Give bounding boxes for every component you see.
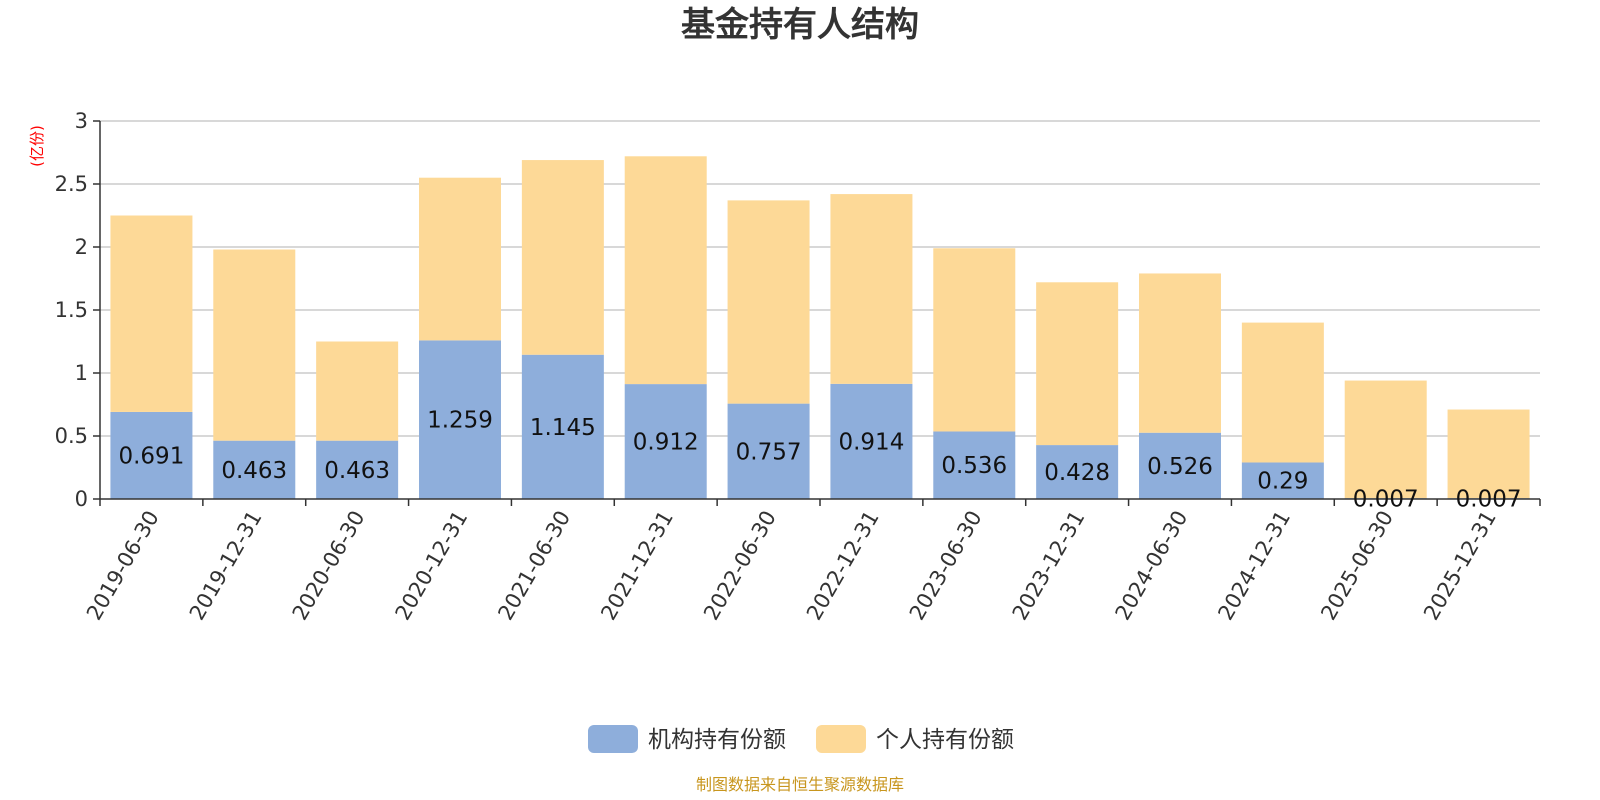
bar-institutional[interactable] bbox=[213, 440, 296, 499]
legend-item-individual[interactable]: 个人持有份额 bbox=[816, 725, 1014, 753]
data-source-note: 制图数据来自恒生聚源数据库 bbox=[696, 775, 904, 794]
bar-individual[interactable] bbox=[1447, 409, 1530, 499]
x-tick-label: 2024-06-30 bbox=[1111, 507, 1193, 625]
legend-swatch bbox=[588, 725, 638, 753]
x-tick-label: 2019-06-30 bbox=[82, 507, 164, 625]
bar-institutional[interactable] bbox=[624, 384, 707, 499]
y-tick-label: 1.5 bbox=[55, 298, 88, 322]
bars[interactable] bbox=[110, 156, 1530, 499]
x-tick-label: 2025-06-30 bbox=[1316, 507, 1398, 625]
legend[interactable]: 机构持有份额 个人持有份额 bbox=[588, 725, 1014, 753]
grid-lines bbox=[100, 120, 1540, 437]
bar-individual[interactable] bbox=[419, 177, 501, 341]
bar-institutional[interactable] bbox=[1036, 445, 1119, 499]
bar-individual[interactable] bbox=[1139, 273, 1221, 433]
bar-institutional[interactable] bbox=[419, 340, 501, 499]
bar-individual[interactable] bbox=[933, 248, 1016, 432]
x-tick-label: 2020-06-30 bbox=[288, 507, 370, 625]
bar-individual[interactable] bbox=[624, 156, 707, 385]
data-labels: 0.691 0.463 0.463 1.259 1.145 0.912 0.757 0.914… bbox=[118, 408, 1521, 513]
y-tick-label: 0.5 bbox=[55, 424, 88, 448]
y-tick-label: 2 bbox=[75, 235, 88, 259]
bar-individual[interactable] bbox=[213, 249, 296, 441]
legend-swatch bbox=[816, 725, 866, 753]
legend-label: 机构持有份额 bbox=[648, 727, 786, 753]
legend-item-institutional[interactable]: 机构持有份额 bbox=[588, 725, 786, 753]
y-tick-label: 3 bbox=[75, 109, 88, 133]
bar-institutional[interactable] bbox=[1241, 462, 1324, 499]
data-label-institutional: 0.536 bbox=[941, 453, 1007, 479]
data-label-institutional: 0.29 bbox=[1257, 469, 1308, 495]
chart-title: 基金持有人结构 bbox=[681, 5, 919, 45]
data-label-institutional: 1.145 bbox=[530, 415, 596, 441]
data-label-institutional: 1.259 bbox=[427, 408, 493, 434]
bar-institutional[interactable] bbox=[830, 383, 913, 499]
y-tick-label: 1 bbox=[75, 361, 88, 385]
bar-individual[interactable] bbox=[1241, 322, 1324, 463]
data-label-institutional: 0.463 bbox=[221, 458, 287, 484]
bar-individual[interactable] bbox=[1036, 282, 1119, 446]
bar-institutional[interactable] bbox=[1139, 432, 1221, 499]
x-tick-label: 2022-06-30 bbox=[699, 507, 781, 625]
y-tick-label: 2.5 bbox=[55, 172, 88, 196]
y-tick-label: 0 bbox=[75, 487, 88, 511]
bar-institutional[interactable] bbox=[933, 431, 1016, 499]
data-label-institutional: 0.757 bbox=[736, 439, 802, 465]
x-tick-label: 2020-12-31 bbox=[391, 507, 473, 625]
legend-label: 个人持有份额 bbox=[876, 727, 1014, 753]
bar-individual[interactable] bbox=[521, 160, 604, 355]
bar-institutional[interactable] bbox=[727, 403, 810, 499]
data-label-institutional: 0.007 bbox=[1456, 487, 1522, 513]
x-tick-label: 2023-06-30 bbox=[905, 507, 987, 625]
data-label-institutional: 0.007 bbox=[1353, 487, 1419, 513]
bar-individual[interactable] bbox=[1344, 380, 1427, 499]
x-tick-label: 2023-12-31 bbox=[1008, 507, 1090, 625]
x-tick-label: 2021-06-30 bbox=[493, 507, 575, 625]
data-label-institutional: 0.691 bbox=[118, 443, 184, 469]
bar-individual[interactable] bbox=[727, 200, 810, 404]
bar-individual[interactable] bbox=[830, 194, 913, 384]
bar-individual[interactable] bbox=[110, 215, 193, 412]
data-label-institutional: 0.428 bbox=[1044, 460, 1110, 486]
bar-institutional[interactable] bbox=[110, 411, 193, 499]
y-axis-unit-label: (亿份) bbox=[28, 125, 46, 167]
data-label-institutional: 0.526 bbox=[1147, 454, 1213, 480]
x-tick-label: 2025-12-31 bbox=[1419, 507, 1501, 625]
bar-individual[interactable] bbox=[316, 341, 399, 441]
x-tick-label: 2021-12-31 bbox=[596, 507, 678, 625]
data-label-institutional: 0.463 bbox=[324, 458, 390, 484]
data-label-institutional: 0.914 bbox=[838, 429, 904, 455]
bar-institutional[interactable] bbox=[316, 440, 399, 499]
x-tick-label: 2019-12-31 bbox=[185, 507, 267, 625]
x-tick-label: 2024-12-31 bbox=[1213, 507, 1295, 625]
data-label-institutional: 0.912 bbox=[633, 430, 699, 456]
x-tick-label: 2022-12-31 bbox=[802, 507, 884, 625]
bar-institutional[interactable] bbox=[521, 354, 604, 499]
